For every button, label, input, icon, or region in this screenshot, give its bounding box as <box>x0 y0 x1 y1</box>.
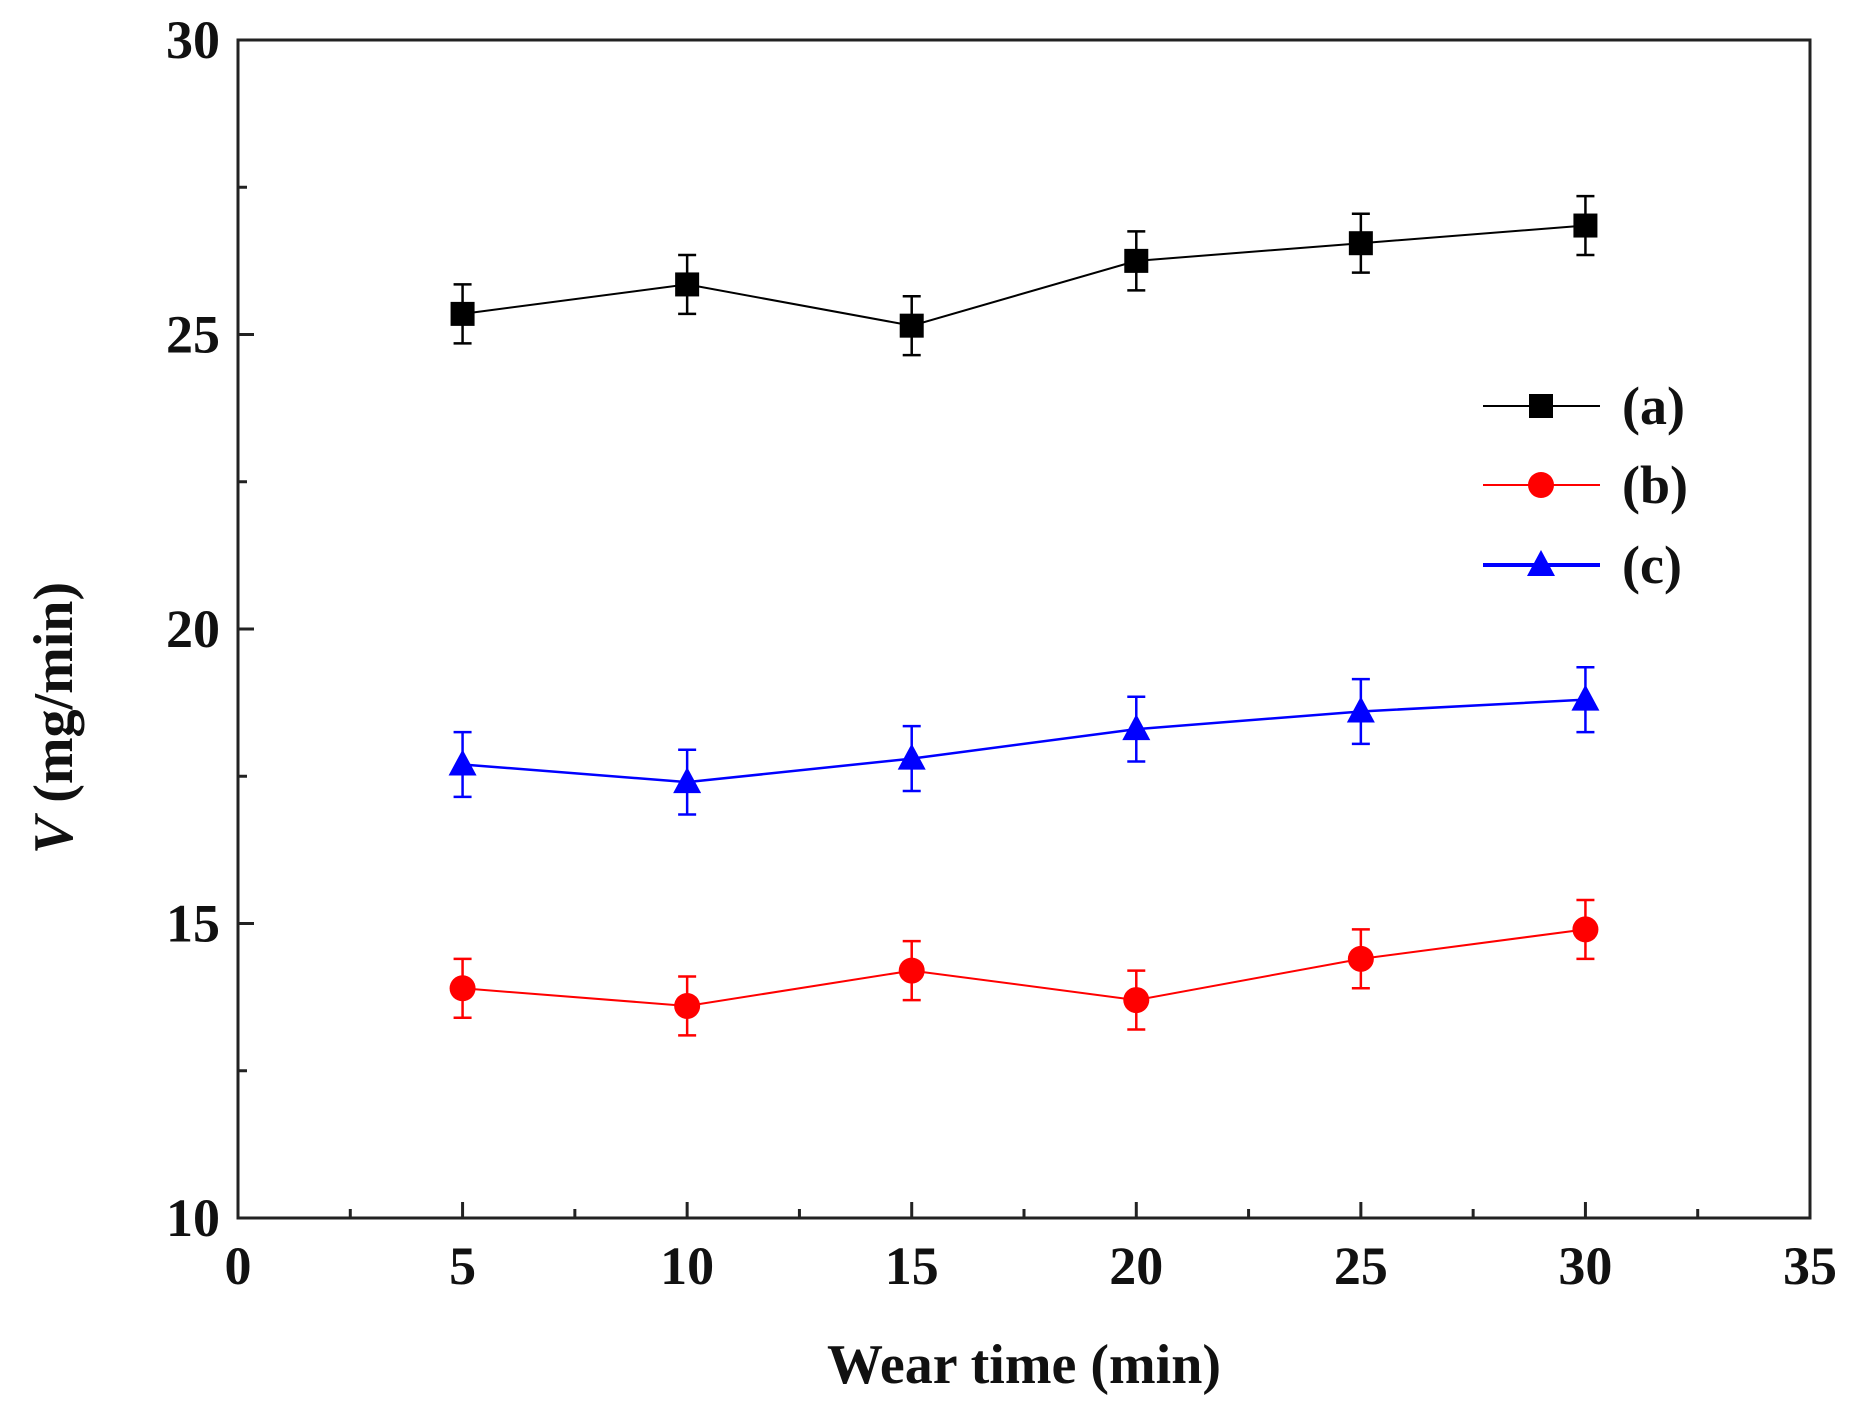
series-b-point <box>1572 916 1599 943</box>
series-a-point <box>675 272 700 297</box>
x-tick-label: 20 <box>1109 1236 1163 1296</box>
y-axis-ticks <box>238 38 254 1220</box>
series-c-point <box>673 767 702 794</box>
series-c <box>448 666 1600 816</box>
legend-item-b: (b) <box>1483 455 1688 515</box>
series-c-point <box>1122 714 1151 741</box>
x-axis-title: Wear time (min) <box>827 1334 1221 1396</box>
y-tick-label: 25 <box>166 305 220 365</box>
legend-label-c: (c) <box>1622 535 1682 595</box>
x-axis-tick-labels: 0 5 10 15 20 25 30 35 <box>225 1236 1838 1296</box>
x-tick-label: 25 <box>1334 1236 1388 1296</box>
x-tick-label: 0 <box>225 1236 252 1296</box>
series-c-line <box>462 698 1586 784</box>
y-axis-title: V (mg/min) <box>23 582 85 854</box>
series-layer <box>448 194 1600 1037</box>
legend-item-c: (c) <box>1483 535 1682 595</box>
series-a-point <box>1573 213 1598 238</box>
legend-marker-b <box>1528 472 1554 498</box>
series-b-point <box>674 992 701 1019</box>
legend-label-a: (a) <box>1622 376 1685 436</box>
series-a-point <box>450 301 475 326</box>
y-axis-title-variable: V <box>23 812 85 854</box>
legend-label-b: (b) <box>1622 455 1688 515</box>
series-a-point <box>1124 248 1149 273</box>
legend-marker-a <box>1529 394 1553 418</box>
x-axis-ticks <box>236 1202 1812 1218</box>
series-c-point <box>1571 684 1600 711</box>
series-a <box>450 194 1598 357</box>
series-c-point <box>448 749 477 776</box>
series-a-point <box>899 313 924 338</box>
legend-item-a: (a) <box>1483 376 1685 436</box>
x-tick-label: 10 <box>660 1236 714 1296</box>
y-tick-label: 15 <box>166 894 220 954</box>
series-a-line <box>462 224 1586 327</box>
y-axis-tick-labels: 10 15 20 25 30 <box>166 10 220 1248</box>
series-b-point <box>1123 987 1150 1014</box>
series-b-point <box>898 957 925 984</box>
series-c-point <box>1346 696 1375 723</box>
y-axis-title-unit: (mg/min) <box>23 582 85 817</box>
series-b-line <box>462 928 1586 1007</box>
legend-marker-c <box>1527 550 1555 576</box>
y-tick-label: 30 <box>166 10 220 70</box>
x-tick-label: 15 <box>885 1236 939 1296</box>
series-b-point <box>1347 945 1374 972</box>
y-tick-label: 10 <box>166 1188 220 1248</box>
x-tick-label: 5 <box>449 1236 476 1296</box>
y-tick-label: 20 <box>166 599 220 659</box>
legend: (a) (b) (c) <box>1483 376 1688 595</box>
series-a-point <box>1348 231 1373 256</box>
x-tick-label: 35 <box>1783 1236 1837 1296</box>
series-b <box>449 898 1599 1037</box>
series-c-point <box>897 743 926 770</box>
x-tick-label: 30 <box>1558 1236 1612 1296</box>
series-b-point <box>449 975 476 1002</box>
